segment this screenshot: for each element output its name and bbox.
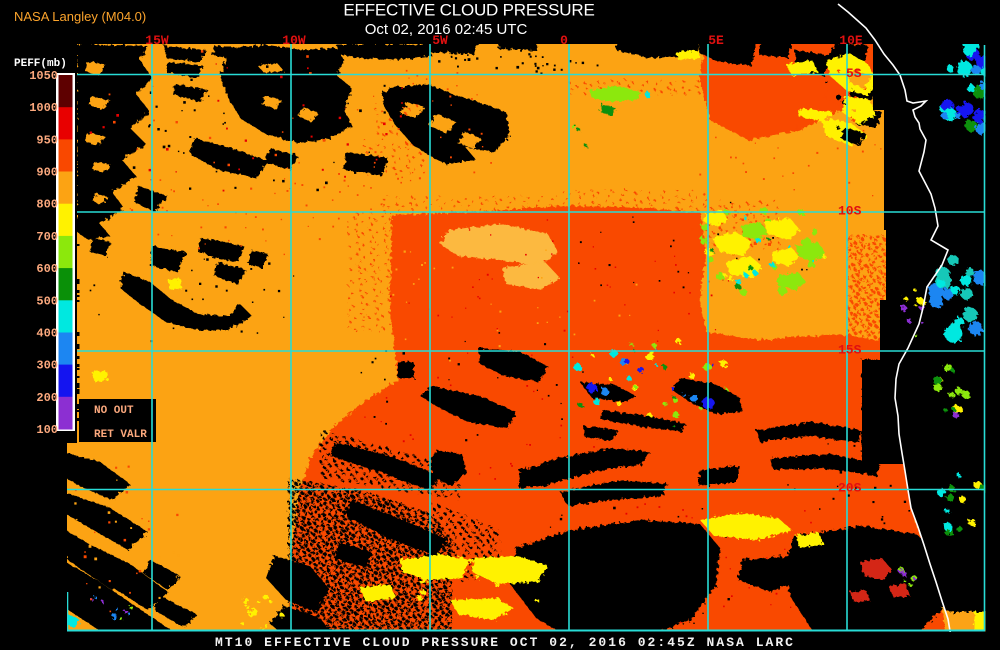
svg-text:300: 300	[36, 359, 58, 373]
svg-text:20S: 20S	[838, 481, 862, 496]
svg-text:900: 900	[36, 166, 58, 180]
svg-text:10W: 10W	[282, 33, 306, 48]
svg-text:0: 0	[560, 33, 568, 48]
svg-text:5W: 5W	[432, 33, 448, 48]
svg-text:MT10 EFFECTIVE CLOUD PRESSURE: MT10 EFFECTIVE CLOUD PRESSURE OCT 02, 20…	[215, 635, 793, 650]
svg-text:1000: 1000	[29, 101, 58, 115]
svg-text:5S: 5S	[846, 66, 862, 81]
svg-text:200: 200	[36, 391, 58, 405]
svg-text:RET VALR: RET VALR	[94, 429, 147, 441]
svg-text:10S: 10S	[838, 204, 862, 219]
svg-text:600: 600	[36, 262, 58, 276]
svg-text:400: 400	[36, 327, 58, 341]
svg-text:950: 950	[36, 133, 58, 147]
svg-text:NO OUT: NO OUT	[94, 405, 134, 417]
svg-text:PEFF(mb): PEFF(mb)	[14, 58, 67, 70]
svg-text:EFFECTIVE CLOUD PRESSURE: EFFECTIVE CLOUD PRESSURE	[343, 1, 594, 20]
svg-text:10E: 10E	[839, 33, 863, 48]
svg-text:100: 100	[36, 423, 58, 437]
svg-text:15S: 15S	[838, 343, 862, 358]
svg-text:NASA Langley (M04.0): NASA Langley (M04.0)	[14, 9, 146, 24]
svg-text:1050: 1050	[29, 69, 58, 83]
svg-text:500: 500	[36, 294, 58, 308]
svg-text:800: 800	[36, 198, 58, 212]
svg-text:15W: 15W	[145, 33, 169, 48]
svg-text:700: 700	[36, 230, 58, 244]
svg-text:Oct 02, 2016 02:45 UTC: Oct 02, 2016 02:45 UTC	[365, 21, 528, 38]
svg-text:5E: 5E	[708, 33, 724, 48]
